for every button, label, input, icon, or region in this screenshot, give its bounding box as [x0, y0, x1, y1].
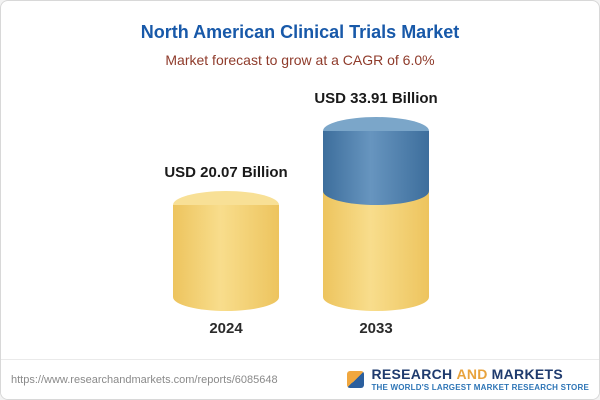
bar-2033-cylinder: [323, 117, 429, 311]
logo-mark-icon: [347, 371, 365, 388]
chart-title: North American Clinical Trials Market: [140, 22, 460, 42]
bar-group-2024: USD 20.07 Billion 2024: [164, 164, 287, 337]
bar-2024-body: [173, 204, 279, 311]
value-label-2024: USD 20.07 Billion: [164, 163, 288, 181]
year-label-2024: 2024: [209, 320, 243, 337]
bar-2024-cylinder: [173, 190, 279, 311]
logo-word-and: AND: [456, 366, 488, 383]
logo-word-research: RESEARCH: [371, 366, 453, 383]
logo-text: RESEARCH AND MARKETS THE WORLD'S LARGEST M…: [371, 366, 589, 392]
footer: https://www.researchandmarkets.com/repor…: [1, 359, 599, 399]
bar-2033-base-segment: [323, 190, 429, 311]
bar-2033-growth-body: [323, 131, 429, 205]
logo-wordmark: RESEARCH AND MARKETS: [371, 366, 563, 382]
logo-tagline: THE WORLD'S LARGEST MARKET RESEARCH STOR…: [371, 383, 589, 393]
bar-2033-growth-segment: [323, 117, 429, 205]
value-label-2033: USD 33.91 Billion: [314, 90, 438, 108]
bar-group-2033: USD 33.91 Billion 2033: [314, 90, 437, 337]
chart-subtitle: Market forecast to grow at a CAGR of 6.0…: [165, 52, 435, 68]
report-url: https://www.researchandmarkets.com/repor…: [11, 373, 278, 386]
year-label-2033: 2033: [359, 320, 393, 337]
research-and-markets-logo: RESEARCH AND MARKETS THE WORLD'S LARGEST M…: [347, 366, 589, 392]
logo-word-markets: MARKETS: [491, 366, 563, 383]
